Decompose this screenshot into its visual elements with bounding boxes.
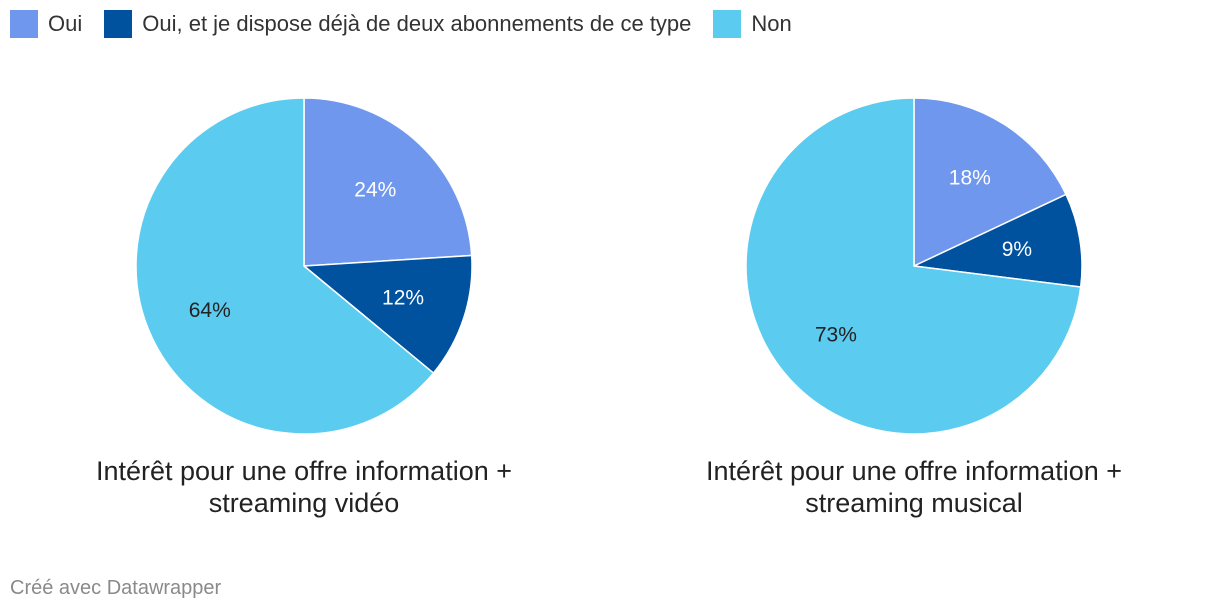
pie-title-musical: Intérêt pour une offre information + str…: [705, 456, 1122, 518]
pie-0-label-1: 12%: [382, 287, 424, 310]
pie-0-label-2: 64%: [189, 299, 231, 322]
pie-1-slice-2: [745, 97, 1082, 435]
pie-chart-video: 24% 12% 64%: [135, 97, 473, 435]
legend-label-oui: Oui: [48, 11, 83, 36]
pie-0-slice-2: [135, 97, 435, 435]
pie-1-label-0: 18%: [949, 167, 991, 190]
pie-1-label-2: 73%: [815, 323, 857, 346]
legend-swatch-oui: [10, 10, 38, 38]
pie-1-label-1: 9%: [1002, 238, 1032, 261]
legend-swatch-non: [713, 10, 742, 38]
pie-title-video: Intérêt pour une offre information + str…: [95, 456, 512, 518]
legend-swatch-oui-deux-abonnements: [104, 10, 133, 38]
pie-0-slice-1: [302, 254, 473, 375]
legend: Oui Oui, et je dispose déjà de deux abon…: [10, 8, 792, 40]
pie-1-slice-0: [913, 97, 1068, 268]
pie-0-label-0: 24%: [354, 179, 396, 202]
legend-item-non: Non: [713, 10, 792, 38]
pie-chart-musical: 18% 9% 73%: [745, 97, 1083, 435]
legend-item-oui-deux-abonnements: Oui, et je dispose déjà de deux abonneme…: [104, 10, 691, 38]
pie-1-slice-1: [911, 193, 1083, 288]
legend-item-oui: Oui: [10, 10, 82, 38]
pie-0-slice-0: [303, 97, 473, 267]
legend-label-non: Non: [751, 11, 792, 36]
legend-label-oui-deux-abonnements: Oui, et je dispose déjà de deux abonneme…: [142, 11, 692, 36]
credit-text: Créé avec Datawrapper: [10, 577, 222, 599]
